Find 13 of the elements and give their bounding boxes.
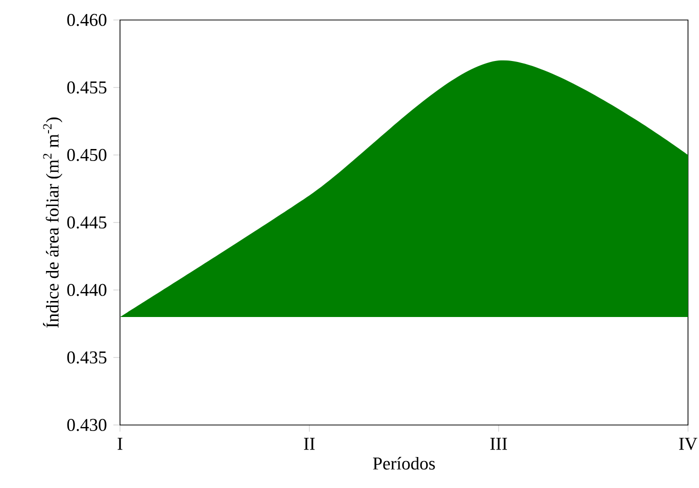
y-tick-label: 0.435 <box>67 351 106 364</box>
y-tick-label: 0.430 <box>67 418 106 432</box>
x-tick-label: IV <box>679 438 698 450</box>
y-tick-label: 0.455 <box>67 81 106 94</box>
y-axis-title: Índice de área foliar (m$^{2}$ m$^{-2}$) <box>43 118 62 328</box>
y-tick-label: 0.445 <box>67 216 106 229</box>
x-tick-label: II <box>304 438 315 450</box>
y-tick-label: 0.460 <box>67 14 106 26</box>
y-tick-label: 0.450 <box>67 148 106 162</box>
y-tick-label: 0.440 <box>67 284 106 296</box>
x-axis-title: Períodos <box>373 456 435 470</box>
x-tick-label: I <box>118 438 122 450</box>
x-tick-label: III <box>490 438 508 450</box>
